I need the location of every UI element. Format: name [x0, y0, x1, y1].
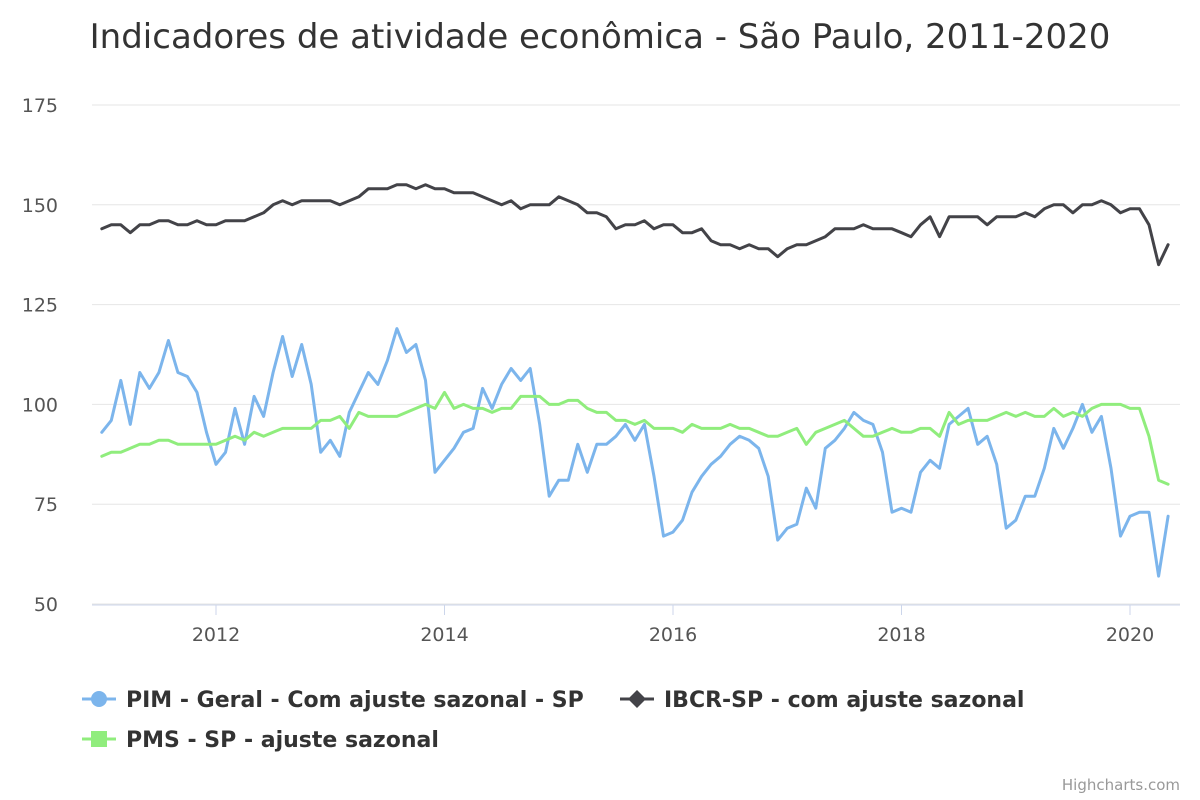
x-axis: 2012 2014 2016 2018 2020 — [92, 604, 1180, 646]
legend-label: IBCR-SP - com ajuste sazonal — [664, 688, 1024, 713]
legend-diamond-marker — [628, 690, 646, 708]
x-tick-label: 2014 — [420, 624, 468, 646]
series-line-2[interactable] — [100, 183, 1170, 267]
legend[interactable]: PIM - Geral - Com ajuste sazonal - SP IBC… — [82, 688, 1024, 753]
legend-item-1[interactable]: PIM - Geral - Com ajuste sazonal - SP — [82, 688, 584, 713]
y-tick-label: 100 — [22, 394, 58, 416]
x-tick-label: 2020 — [1106, 624, 1154, 646]
plot-area — [100, 183, 1170, 578]
y-tick-label: 50 — [34, 594, 58, 616]
legend-label: PMS - SP - ajuste sazonal — [126, 728, 439, 753]
x-tick-label: 2012 — [192, 624, 240, 646]
x-tick-label: 2016 — [649, 624, 697, 646]
y-tick-label: 175 — [22, 95, 58, 117]
series-line-1[interactable] — [100, 327, 1170, 578]
legend-circle-marker — [91, 691, 107, 707]
legend-label: PIM - Geral - Com ajuste sazonal - SP — [126, 688, 584, 713]
series-line-3[interactable] — [100, 390, 1170, 486]
legend-item-3[interactable]: PMS - SP - ajuste sazonal — [82, 728, 439, 753]
grid-lines — [92, 104, 1180, 605]
y-axis: 50 75 100 125 150 175 — [22, 95, 58, 616]
legend-item-2[interactable]: IBCR-SP - com ajuste sazonal — [620, 688, 1024, 713]
legend-square-marker — [91, 731, 107, 747]
y-tick-label: 150 — [22, 195, 58, 217]
chart-title: Indicadores de atividade econômica - São… — [90, 17, 1111, 57]
y-tick-label: 125 — [22, 295, 58, 317]
y-tick-label: 75 — [34, 494, 58, 516]
x-tick-label: 2018 — [877, 624, 925, 646]
credits-link[interactable]: Highcharts.com — [1062, 776, 1180, 794]
